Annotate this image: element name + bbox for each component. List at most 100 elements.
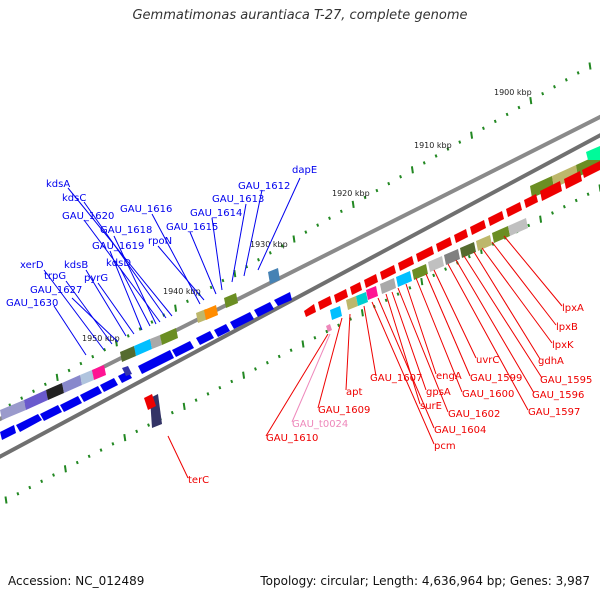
scale-tick-minor	[20, 396, 24, 400]
scale-tick-minor	[527, 223, 531, 228]
genome-summary: Topology: circular; Length: 4,636,964 bp…	[260, 574, 590, 588]
forward-connectors	[43, 177, 301, 356]
scale-label-1940: 1940 kbp	[163, 287, 201, 296]
rna-connector	[291, 333, 331, 423]
gene-label: kdsB	[64, 260, 88, 271]
scale-tick-minor	[111, 442, 115, 446]
scale-tick-major	[242, 371, 246, 379]
scale-tick-minor	[194, 398, 198, 402]
scale-tick-minor	[257, 258, 260, 262]
scale-tick-minor	[304, 230, 308, 234]
scale-tick-minor	[126, 334, 130, 338]
gene-label: lpxA	[562, 303, 584, 314]
scale-tick-minor	[422, 161, 426, 165]
scale-tick-minor	[230, 379, 234, 384]
gene-label: GAU_1604	[434, 425, 486, 436]
gene-label: kdsC	[62, 193, 86, 204]
gene-label: lpxB	[556, 322, 578, 333]
scale-tick-minor	[209, 285, 213, 290]
scale-tick-minor	[493, 119, 497, 124]
gene-label: GAU_1614	[190, 208, 242, 219]
scale-tick-minor	[399, 174, 403, 179]
gene-label: GAU_1609	[318, 405, 370, 416]
scale-tick-minor	[52, 473, 55, 477]
scale-tick-minor	[75, 460, 79, 465]
scale-tick-minor	[551, 211, 554, 215]
scale-tick-minor	[170, 410, 174, 415]
scale-label-1930: 1930 kbp	[250, 240, 288, 249]
scale-label-1920: 1920 kbp	[332, 189, 370, 198]
gene-label: xerD	[20, 260, 44, 271]
gene-label: engA	[436, 371, 462, 382]
backbone-inner	[0, 133, 600, 459]
reverse-connectors	[167, 235, 563, 479]
gene-label: gpsA	[426, 387, 451, 398]
scale-tick-minor	[99, 448, 103, 452]
gene-label: rpoN	[148, 236, 172, 247]
gene-label: GAU_1613	[212, 194, 264, 205]
scale-tick-minor	[467, 254, 471, 259]
gene-label: GAU_1619	[92, 241, 144, 252]
scale-tick-minor	[150, 320, 154, 324]
gene-label: gdhA	[538, 356, 564, 367]
scale-tick-minor	[313, 336, 317, 340]
scale-tick-minor	[481, 126, 485, 131]
scale-tick-major	[123, 433, 127, 442]
scale-tick-minor	[387, 181, 391, 186]
scale-tick-minor	[135, 429, 139, 434]
scale-tick-major	[420, 277, 424, 286]
scale-tick-minor	[446, 147, 450, 151]
scale-tick-major	[174, 304, 178, 312]
gene-label: GAU_1610	[266, 433, 318, 444]
scale-tick-major	[301, 340, 305, 348]
gene-label: GAU_1595	[540, 375, 592, 386]
scale-tick-minor	[562, 204, 566, 209]
gene-label: surE	[420, 401, 442, 412]
scale-tick-minor	[458, 140, 462, 144]
scale-tick-major	[588, 62, 592, 70]
scale-tick-minor	[375, 188, 379, 193]
scale-tick-minor	[564, 78, 568, 82]
scale-tick-minor	[265, 360, 269, 365]
scale-tick-minor	[586, 192, 590, 196]
scale-tick-major	[529, 96, 533, 105]
scale-tick-minor	[517, 105, 521, 110]
scale-tick-minor	[339, 209, 343, 214]
scale-tick-major	[410, 166, 414, 174]
scale-tick-major	[292, 235, 296, 243]
gene-label: GAU_1618	[100, 225, 152, 236]
gene-label: GAU_1600	[462, 389, 514, 400]
scale-tick-minor	[316, 223, 320, 227]
scale-tick-minor	[221, 278, 225, 283]
scale-tick-minor	[268, 251, 272, 255]
scale-tick-minor	[384, 298, 388, 303]
scale-tick-minor	[32, 389, 35, 393]
gene-label: GAU_1612	[238, 181, 290, 192]
scale-tick-minor	[432, 273, 436, 278]
scale-tick-minor	[280, 244, 284, 248]
gene-label: GAU_1602	[448, 409, 500, 420]
scale-tick-major	[351, 200, 355, 209]
scale-tick-minor	[576, 71, 580, 75]
scale-tick-minor	[396, 292, 400, 296]
gene-label: GAU_1597	[528, 407, 580, 418]
accession-label: Accession: NC_012489	[8, 574, 145, 588]
reverse-gene-arrows	[144, 161, 600, 410]
map-title: Gemmatimonas aurantiaca T-27, complete g…	[132, 8, 468, 23]
gene-label: terC	[188, 475, 209, 486]
rna-gene-mark	[326, 324, 332, 332]
gene-label: GAU_1616	[120, 204, 172, 215]
gene-label: GAU_1620	[62, 211, 114, 222]
scale-tick-minor	[206, 392, 210, 396]
scale-tick-minor	[43, 382, 47, 387]
gene-label: GAU_1599	[470, 373, 522, 384]
gene-label: GAU_1615	[166, 222, 218, 233]
scale-tick-minor	[553, 85, 556, 89]
scale-tick-major	[55, 373, 59, 382]
scale-tick-minor	[337, 323, 341, 328]
scale-tick-minor	[67, 368, 71, 373]
scale-tick-minor	[138, 327, 142, 331]
scale-tick-major	[539, 215, 543, 223]
scale-tick-major	[63, 465, 67, 473]
